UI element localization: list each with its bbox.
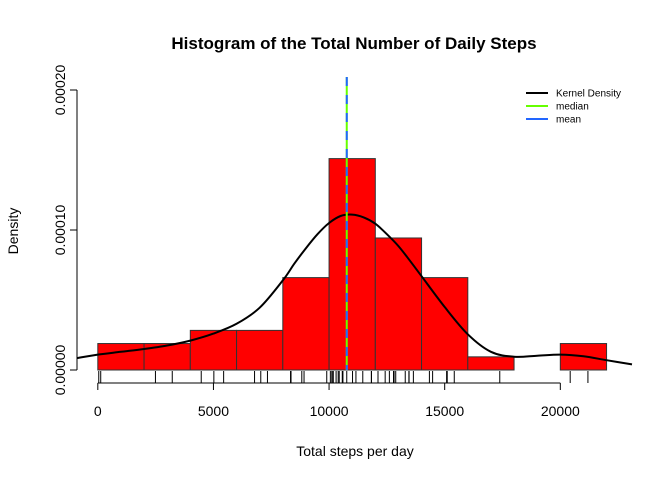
y-tick-label-2: 0.00020 (52, 64, 68, 115)
x-tick-label-2: 10000 (310, 403, 349, 419)
histogram-bar-7 (421, 277, 469, 371)
histogram-bar-0 (97, 343, 145, 371)
legend-label-1: median (556, 102, 589, 113)
x-axis: 0 5000 10000 15000 20000 (94, 382, 580, 419)
histogram-bar-4 (282, 277, 330, 371)
histogram-bar-3 (236, 329, 284, 371)
y-tick-label-1: 0.00010 (52, 204, 68, 255)
y-axis-label: Density (5, 208, 21, 255)
histogram-bars (97, 158, 608, 371)
y-axis: 0.00000 0.00010 0.00020 (52, 64, 78, 395)
histogram-bar-2 (189, 329, 238, 371)
histogram-bar-5 (328, 158, 376, 371)
legend: Kernel Density median mean (526, 89, 621, 126)
x-tick-label-3: 15000 (425, 403, 464, 419)
histogram-bar-8 (467, 356, 515, 371)
x-tick-label-0: 0 (94, 403, 102, 419)
legend-label-2: mean (556, 115, 581, 126)
x-tick-label-4: 20000 (541, 403, 580, 419)
chart-title: Histogram of the Total Number of Daily S… (171, 34, 536, 53)
legend-label-0: Kernel Density (556, 89, 621, 100)
kernel-density-line (76, 213, 633, 366)
histogram-bar-6 (374, 237, 423, 371)
y-tick-label-0: 0.00000 (52, 344, 68, 395)
rug-marks (98, 371, 589, 383)
x-axis-label: Total steps per day (296, 443, 414, 459)
x-tick-label-1: 5000 (198, 403, 229, 419)
